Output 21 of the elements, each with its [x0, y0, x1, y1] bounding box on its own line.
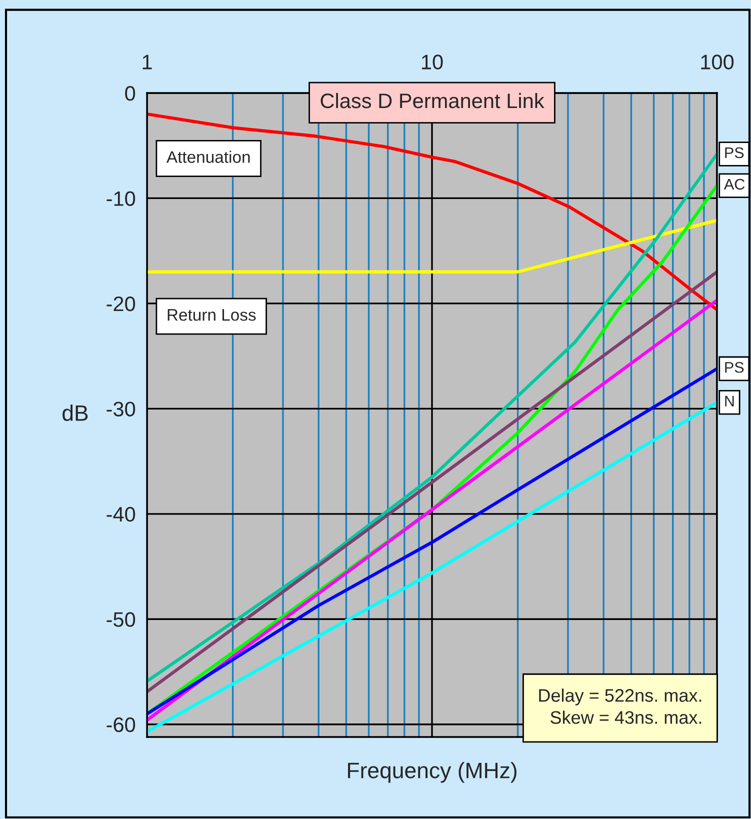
- y-tick-label: -20: [106, 296, 136, 312]
- y-tick-label: -10: [106, 191, 136, 206]
- y-tick-label: -30: [106, 402, 136, 416]
- y-tick-label: 0: [125, 86, 136, 101]
- x-tick-label: 100: [701, 54, 734, 70]
- y-tick-label: -50: [106, 612, 136, 627]
- series-label: PS: [725, 362, 744, 373]
- y-tick-label: -40: [106, 506, 136, 522]
- x-axis-title: Frequency (MHz): [348, 762, 516, 783]
- series-label: AC: [724, 178, 745, 190]
- y-axis-title: dB: [62, 404, 88, 421]
- x-tick-label: 10: [422, 54, 443, 70]
- y-tick-label: -60: [106, 717, 136, 732]
- text: Return Loss: [168, 309, 256, 321]
- series-label: N: [725, 396, 734, 406]
- series-label: Attenuation: [166, 150, 250, 163]
- annotation: Delay = 522ns. max.: [539, 688, 702, 706]
- annotation: Skew = 43ns. max.: [550, 710, 702, 724]
- chart-title: Class D Permanent Link: [320, 92, 544, 108]
- x-tick-label: 1: [142, 54, 152, 70]
- series-label: PS: [725, 147, 744, 158]
